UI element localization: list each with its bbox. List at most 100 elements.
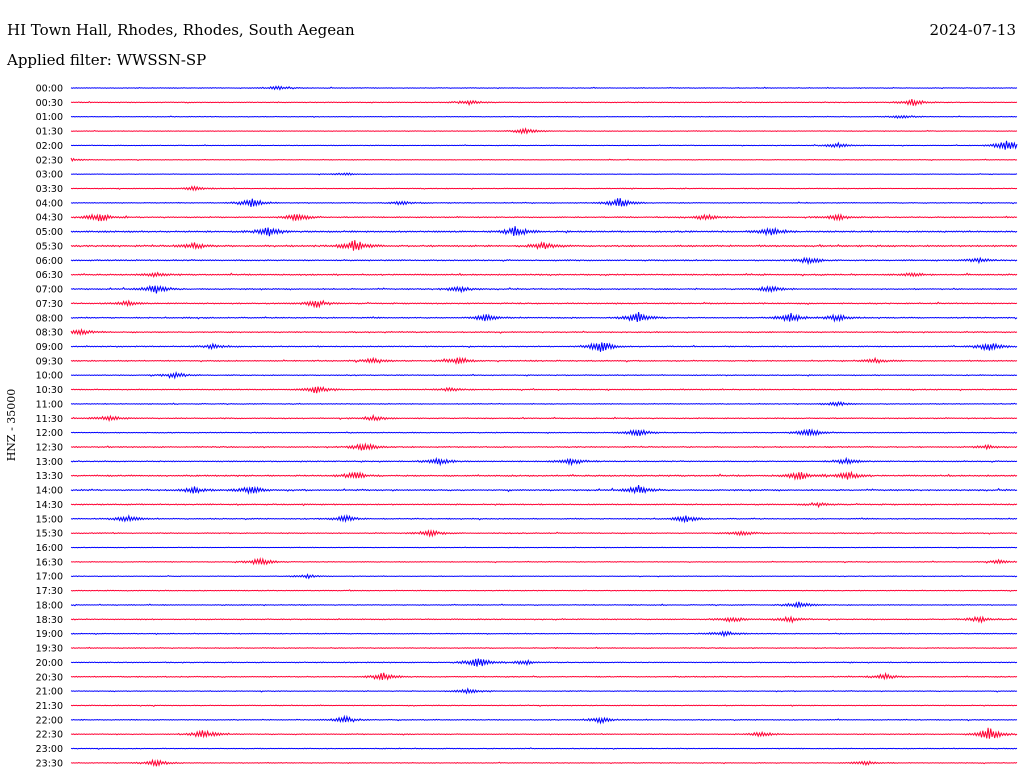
trace-row	[70, 311, 1018, 323]
trace-row	[70, 198, 1018, 208]
trace-row	[70, 704, 1018, 708]
row-time-label: 21:00	[36, 687, 63, 698]
filter-label: Applied filter:	[7, 51, 112, 69]
trace-row	[70, 528, 1018, 538]
trace-row	[70, 589, 1018, 592]
trace-row	[70, 630, 1018, 638]
trace-row	[70, 442, 1018, 451]
row-time-label: 13:00	[36, 457, 63, 468]
trace-row	[70, 758, 1018, 768]
trace-row	[70, 514, 1018, 524]
row-time-label: 02:00	[36, 141, 63, 152]
row-time-label: 04:30	[36, 213, 63, 224]
station-title: HI Town Hall, Rhodes, Rhodes, South Aege…	[7, 21, 355, 39]
row-time-label: 01:00	[36, 112, 63, 123]
row-time-label: 23:30	[36, 758, 63, 769]
row-time-label: 05:30	[36, 241, 63, 252]
trace-row	[70, 714, 1018, 725]
trace-row	[70, 140, 1018, 150]
row-time-label: 14:00	[36, 486, 63, 497]
row-time-label: 06:00	[36, 256, 63, 267]
trace-row	[70, 385, 1018, 394]
row-time-label: 08:00	[36, 313, 63, 324]
row-time-label: 10:30	[36, 385, 63, 396]
trace-row	[70, 658, 1018, 667]
row-time-label: 19:30	[36, 644, 63, 655]
row-time-label: 22:30	[36, 730, 63, 741]
row-time-label: 19:00	[36, 629, 63, 640]
filter-line: Applied filter: WWSSN-SP	[7, 51, 206, 69]
row-time-label: 11:00	[36, 399, 63, 410]
row-time-label: 15:00	[36, 514, 63, 525]
filter-value: WWSSN-SP	[116, 51, 207, 69]
trace-row	[70, 127, 1018, 135]
trace-row	[70, 413, 1018, 422]
trace-row	[70, 328, 1018, 337]
trace-row	[70, 299, 1018, 309]
row-time-label: 09:30	[36, 356, 63, 367]
trace-row	[70, 271, 1018, 279]
row-time-label: 17:30	[36, 586, 63, 597]
trace-row	[70, 727, 1018, 739]
trace-row	[70, 342, 1018, 352]
trace-row	[70, 172, 1018, 176]
row-time-label: 13:30	[36, 471, 63, 482]
row-time-label: 23:00	[36, 744, 63, 755]
row-time-label: 18:00	[36, 600, 63, 611]
row-time-label: 12:00	[36, 428, 63, 439]
trace-group	[70, 85, 1018, 768]
trace-row	[70, 185, 1018, 192]
y-axis-label: HNZ - 35000	[5, 389, 18, 462]
row-time-label: 02:30	[36, 155, 63, 166]
row-time-label: 18:30	[36, 615, 63, 626]
trace-row	[70, 615, 1018, 624]
trace-row	[70, 114, 1018, 119]
trace-row	[70, 400, 1018, 408]
row-time-label: 12:30	[36, 443, 63, 454]
row-time-label: 08:30	[36, 328, 63, 339]
trace-row	[70, 213, 1018, 222]
row-time-label: 15:30	[36, 529, 63, 540]
trace-row	[70, 671, 1018, 681]
row-label-group: 00:00 00:30 01:00 01:30 02:00 02:30 03:00 03:30…	[36, 84, 63, 770]
row-time-label: 17:00	[36, 572, 63, 583]
plot-date: 2024-07-13	[929, 21, 1016, 39]
trace-row	[70, 470, 1018, 481]
row-time-label: 22:00	[36, 715, 63, 726]
trace-row	[70, 226, 1018, 237]
trace-row	[70, 646, 1018, 650]
trace-row	[70, 157, 1018, 162]
trace-row	[70, 356, 1018, 366]
trace-row	[70, 240, 1018, 251]
trace-row	[70, 687, 1018, 695]
trace-row	[70, 601, 1018, 609]
row-time-label: 09:00	[36, 342, 63, 353]
row-time-label: 16:00	[36, 543, 63, 554]
row-time-label: 06:30	[36, 270, 63, 281]
row-time-label: 14:30	[36, 500, 63, 511]
trace-row	[70, 485, 1018, 496]
row-time-label: 11:30	[36, 414, 63, 425]
row-time-label: 03:00	[36, 170, 63, 181]
trace-row	[70, 85, 1018, 91]
row-time-label: 00:00	[36, 84, 63, 95]
row-time-label: 21:30	[36, 701, 63, 712]
row-time-label: 04:00	[36, 198, 63, 209]
row-time-label: 05:00	[36, 227, 63, 238]
trace-row	[70, 573, 1018, 580]
trace-row	[70, 456, 1018, 467]
row-time-label: 20:30	[36, 672, 63, 683]
trace-row	[70, 557, 1018, 566]
trace-row	[70, 284, 1018, 294]
trace-row	[70, 747, 1018, 750]
trace-row	[70, 256, 1018, 266]
row-time-label: 07:00	[36, 285, 63, 296]
row-time-label: 01:30	[36, 127, 63, 138]
row-time-label: 03:30	[36, 184, 63, 195]
row-time-label: 07:30	[36, 299, 63, 310]
row-time-label: 00:30	[36, 98, 63, 109]
trace-row	[70, 371, 1018, 380]
row-time-label: 16:30	[36, 557, 63, 568]
trace-row	[70, 546, 1018, 549]
